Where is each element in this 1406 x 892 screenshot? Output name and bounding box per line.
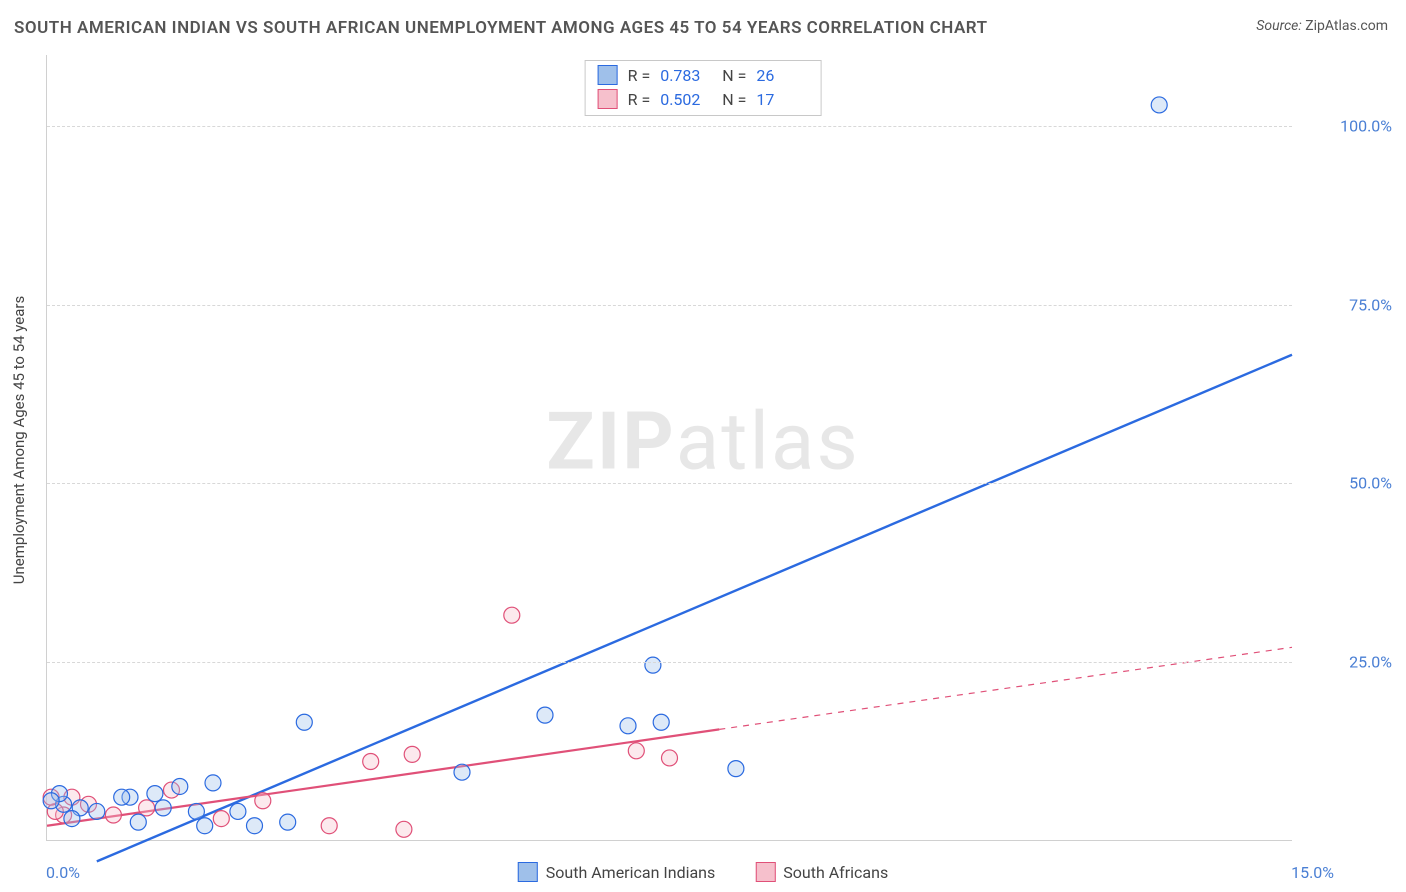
data-point-a bbox=[147, 786, 163, 802]
data-point-b bbox=[396, 821, 412, 837]
stat-r-label: R = bbox=[628, 66, 651, 85]
gridline bbox=[47, 662, 1292, 663]
y-tick-label: 25.0% bbox=[1349, 652, 1392, 671]
data-point-a bbox=[155, 800, 171, 816]
gridline bbox=[47, 483, 1292, 484]
data-point-b bbox=[404, 746, 420, 762]
data-point-a bbox=[728, 761, 744, 777]
stat-r-value: 0.783 bbox=[660, 66, 712, 85]
chart-title: SOUTH AMERICAN INDIAN VS SOUTH AFRICAN U… bbox=[14, 18, 988, 38]
data-point-a bbox=[296, 714, 312, 730]
y-tick-label: 75.0% bbox=[1349, 295, 1392, 314]
data-point-b bbox=[255, 793, 271, 809]
source-credit: Source: ZipAtlas.com bbox=[1256, 18, 1388, 34]
data-point-b bbox=[504, 607, 520, 623]
data-point-a bbox=[197, 818, 213, 834]
data-point-b bbox=[139, 800, 155, 816]
stat-row-a: R = 0.783 N = 26 bbox=[598, 63, 809, 87]
gridline bbox=[47, 126, 1292, 127]
data-point-a bbox=[64, 811, 80, 827]
x-tick-right: 15.0% bbox=[1291, 863, 1334, 882]
stat-n-value: 26 bbox=[756, 66, 808, 85]
plot-area bbox=[46, 55, 1292, 841]
y-axis-label: Unemployment Among Ages 45 to 54 years bbox=[10, 296, 28, 584]
regression-line-a bbox=[97, 355, 1292, 862]
stat-r-label: R = bbox=[628, 90, 651, 109]
legend-item-a: South American Indians bbox=[518, 862, 716, 882]
data-point-a bbox=[247, 818, 263, 834]
x-tick-left: 0.0% bbox=[46, 863, 80, 882]
stat-row-b: R = 0.502 N = 17 bbox=[598, 87, 809, 111]
data-point-b bbox=[628, 743, 644, 759]
data-point-b bbox=[363, 754, 379, 770]
data-point-a bbox=[280, 814, 296, 830]
data-point-b bbox=[213, 811, 229, 827]
stat-n-label: N = bbox=[722, 90, 746, 109]
data-point-a bbox=[130, 814, 146, 830]
swatch-a-icon bbox=[598, 65, 618, 85]
stat-n-value: 17 bbox=[756, 90, 808, 109]
data-point-a bbox=[188, 803, 204, 819]
plot-svg bbox=[47, 55, 1292, 840]
y-tick-label: 100.0% bbox=[1340, 117, 1392, 136]
data-point-a bbox=[230, 803, 246, 819]
swatch-b-icon bbox=[598, 89, 618, 109]
regression-line-b-dash bbox=[719, 647, 1292, 729]
legend-label-a: South American Indians bbox=[546, 863, 716, 882]
source-value: ZipAtlas.com bbox=[1305, 18, 1388, 34]
swatch-b-icon bbox=[755, 862, 775, 882]
data-point-a bbox=[172, 778, 188, 794]
y-tick-label: 50.0% bbox=[1349, 474, 1392, 493]
data-point-a bbox=[537, 707, 553, 723]
gridline bbox=[47, 305, 1292, 306]
data-point-a bbox=[89, 803, 105, 819]
stat-r-value: 0.502 bbox=[660, 90, 712, 109]
data-point-b bbox=[105, 807, 121, 823]
data-point-a bbox=[645, 657, 661, 673]
stat-box: R = 0.783 N = 26 R = 0.502 N = 17 bbox=[585, 60, 822, 116]
legend-label-b: South Africans bbox=[783, 863, 888, 882]
data-point-a bbox=[43, 793, 59, 809]
data-point-a bbox=[205, 775, 221, 791]
data-point-a bbox=[114, 789, 130, 805]
bottom-legend: South American Indians South Africans bbox=[518, 862, 888, 882]
swatch-a-icon bbox=[518, 862, 538, 882]
data-point-a bbox=[620, 718, 636, 734]
stat-n-label: N = bbox=[722, 66, 746, 85]
data-point-a bbox=[454, 764, 470, 780]
legend-item-b: South Africans bbox=[755, 862, 888, 882]
data-point-b bbox=[662, 750, 678, 766]
data-point-b bbox=[321, 818, 337, 834]
data-point-a bbox=[653, 714, 669, 730]
source-label: Source: bbox=[1256, 18, 1301, 34]
data-point-a bbox=[1151, 97, 1167, 113]
